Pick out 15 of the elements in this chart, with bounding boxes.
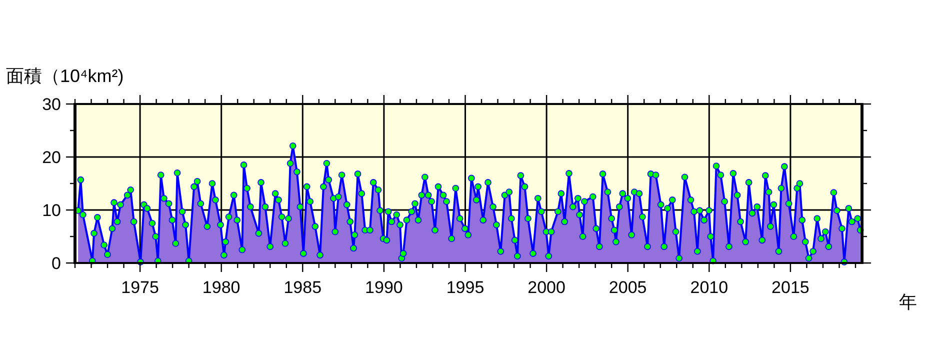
x-tick-label: 2000 xyxy=(528,278,566,297)
y-tick-label: 20 xyxy=(42,148,61,167)
y-tick-label: 0 xyxy=(52,254,61,273)
ylabel: 面積（10⁴km²) xyxy=(6,66,124,86)
x-tick-label: 1980 xyxy=(202,278,240,297)
x-tick-label: 1990 xyxy=(365,278,403,297)
xlabel: 年 xyxy=(899,292,917,312)
x-tick-label: 2010 xyxy=(690,278,728,297)
x-tick-label: 2005 xyxy=(608,278,647,297)
x-tick-label: 1975 xyxy=(121,278,159,297)
y-tick-label: 10 xyxy=(42,201,61,220)
x-tick-label: 2015 xyxy=(772,278,810,297)
x-tick-label: 1995 xyxy=(446,278,484,297)
x-tick-label: 1985 xyxy=(284,278,322,297)
y-tick-label: 30 xyxy=(42,95,61,114)
